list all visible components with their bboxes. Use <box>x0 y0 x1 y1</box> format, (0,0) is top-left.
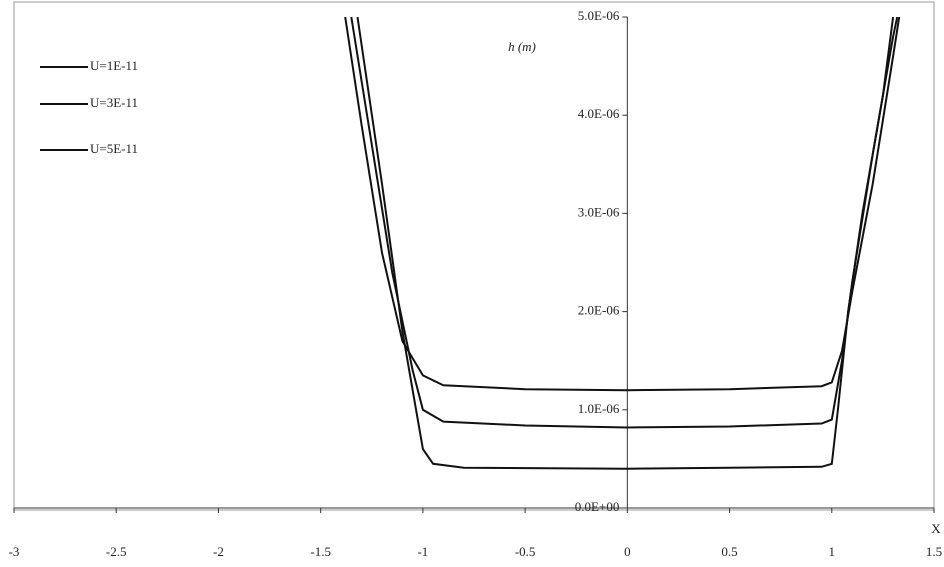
legend-label: U=5E-11 <box>90 141 138 156</box>
x-axis-label: X <box>931 521 941 536</box>
x-tick-label: -0.5 <box>515 544 536 559</box>
x-tick-label: -1 <box>417 544 428 559</box>
plot-lines <box>344 17 901 470</box>
y-tick-label: 4.0E-06 <box>578 106 620 121</box>
y-tick-label: 2.0E-06 <box>578 303 620 318</box>
plot-frame <box>13 1 935 511</box>
x-tick-label: -2.5 <box>106 544 127 559</box>
y-tick-label: 0.0E+00 <box>575 499 620 514</box>
series-line <box>356 17 895 470</box>
y-tick-label: 3.0E-06 <box>578 204 620 219</box>
y-axis-label: h (m) <box>508 39 536 54</box>
series-line <box>350 17 899 429</box>
y-tick-label: 1.0E-06 <box>578 401 620 416</box>
x-tick-label: 1.5 <box>926 544 942 559</box>
x-tick-label: 0.5 <box>721 544 737 559</box>
series-line <box>344 17 901 392</box>
legend-label: U=1E-11 <box>90 58 138 73</box>
legend-label: U=3E-11 <box>90 95 138 110</box>
x-tick-label: -3 <box>9 544 20 559</box>
x-tick-label: -1.5 <box>310 544 331 559</box>
y-tick-label: 5.0E-06 <box>578 8 620 23</box>
x-tick-label: -2 <box>213 544 224 559</box>
x-tick-label: 0 <box>624 544 631 559</box>
x-tick-label: 1 <box>829 544 836 559</box>
